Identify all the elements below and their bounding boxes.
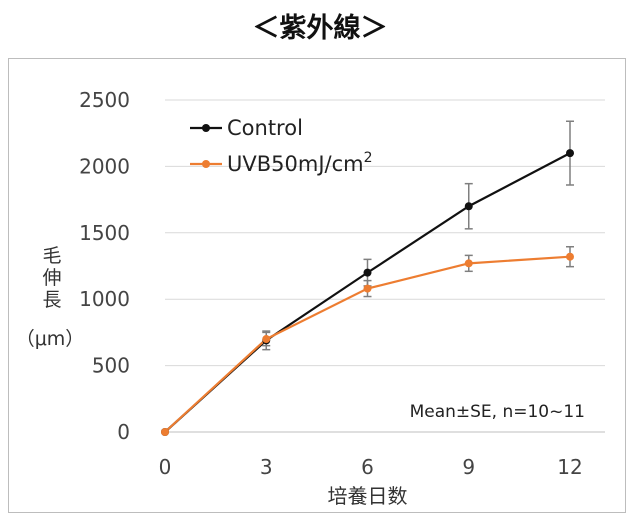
y-tick-label: 0 (117, 420, 130, 444)
stats-note: Mean±SE, n=10~11 (410, 402, 585, 422)
x-axis-label: 培養日数 (328, 484, 408, 508)
data-point (566, 252, 574, 261)
y-tick-label: 2000 (79, 154, 130, 178)
y-axis-unit-label: （μm） (16, 328, 85, 350)
legend-marker (202, 124, 210, 132)
y-tick-label: 2500 (79, 88, 130, 112)
chart-frame (8, 58, 626, 513)
x-tick-label: 9 (462, 455, 475, 479)
legend-label: UVB50mJ/cm2 (227, 150, 373, 176)
annotation: Mean±SE, n=10~11 (410, 402, 585, 422)
data-point (161, 428, 169, 436)
data-point (464, 202, 473, 211)
data-point (566, 149, 574, 158)
x-tick-label: 3 (260, 455, 273, 479)
legend: Control UVB50mJ/cm2 (190, 116, 373, 176)
y-axis-label-char: 長 (42, 289, 61, 311)
y-axis-label-char: 毛 (42, 245, 61, 267)
chart-title: ＜紫外線＞ (252, 13, 388, 44)
x-tick-label: 12 (557, 455, 582, 479)
data-point (363, 284, 372, 293)
legend-marker (202, 160, 210, 168)
tick-labels: 0 500 1000 1500 2000 2500 0 3 6 9 12 (79, 88, 583, 479)
axis-labels: 培養日数 毛伸長 （μm） (16, 245, 408, 508)
data-point (363, 268, 372, 277)
x-tick-label: 0 (159, 455, 172, 479)
data-points (161, 149, 574, 436)
x-tick-label: 6 (361, 455, 374, 479)
error-bars (262, 120, 574, 351)
y-tick-label: 1000 (79, 287, 130, 311)
legend-superscript: 2 (364, 150, 373, 166)
legend-label: Control (227, 116, 303, 140)
data-point (262, 335, 271, 344)
y-tick-label: 500 (92, 354, 130, 378)
data-point (464, 259, 473, 268)
y-axis-label-char: 伸 (42, 267, 61, 289)
y-tick-label: 1500 (79, 221, 130, 245)
